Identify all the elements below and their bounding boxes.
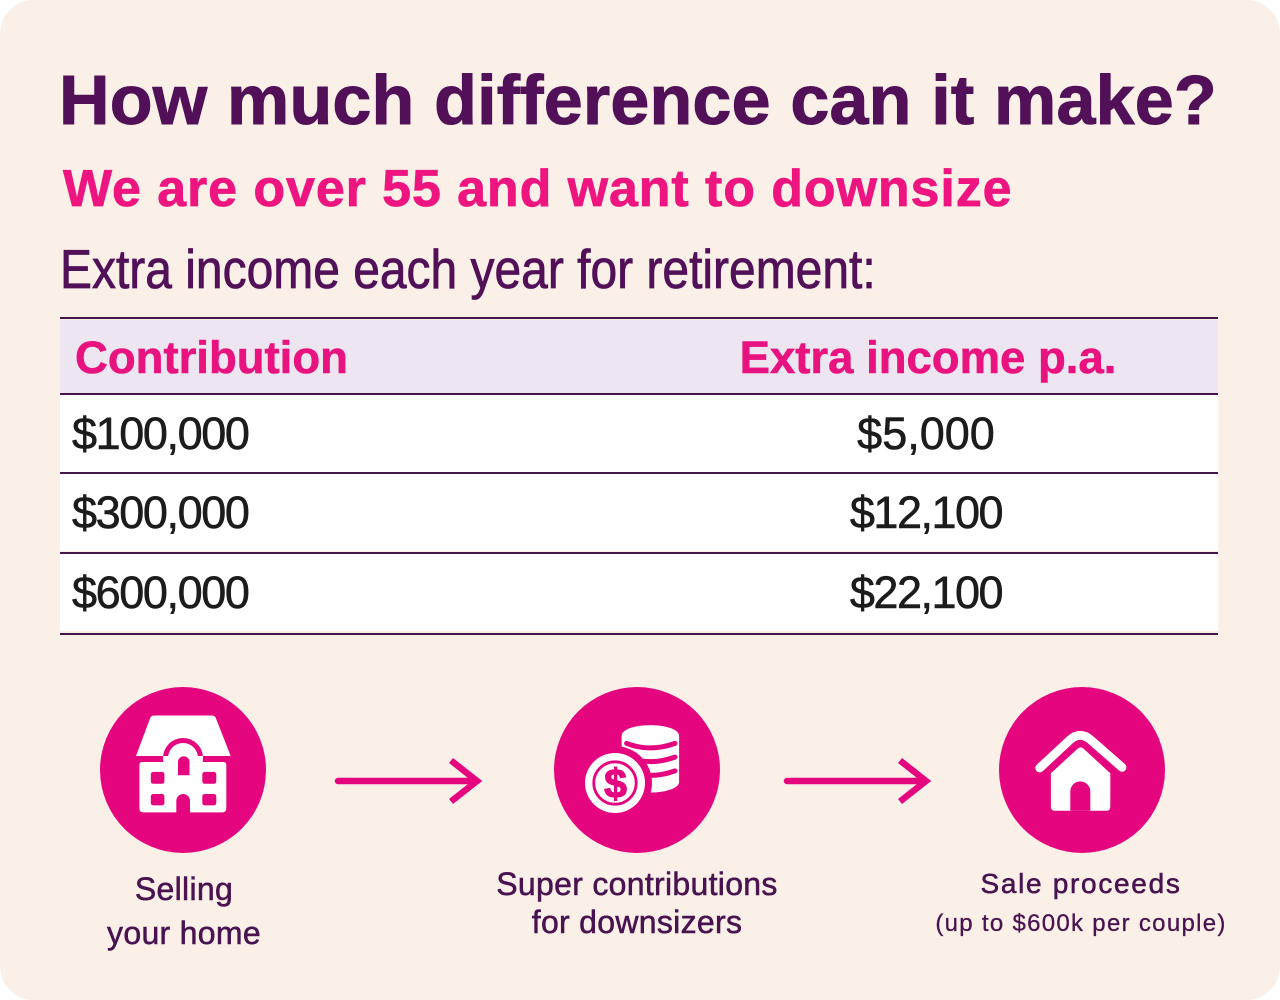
svg-text:$: $ xyxy=(604,761,627,807)
